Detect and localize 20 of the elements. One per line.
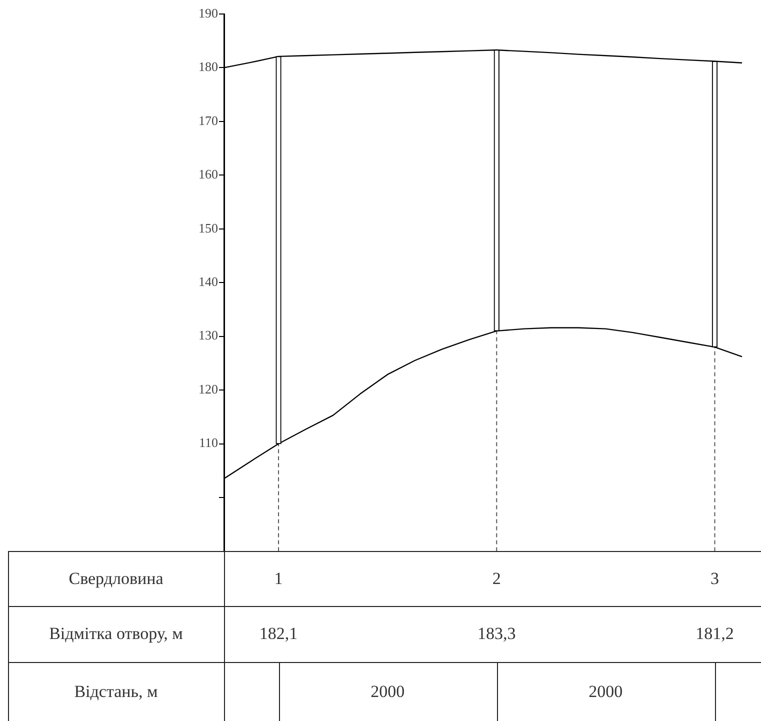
y-tick-label: 130	[198, 328, 218, 343]
y-tick-label: 180	[198, 59, 218, 74]
y-tick-label: 170	[198, 112, 218, 128]
x-tick-label: 2	[492, 568, 501, 589]
y-tick-label: 160	[198, 166, 218, 182]
text: Відмітка отвору, м	[49, 624, 183, 644]
text: 2000	[370, 682, 405, 702]
text: Свердловина	[68, 568, 164, 589]
y-tick-label: 140	[198, 274, 218, 290]
x-tick-label: 3	[710, 568, 719, 589]
y-tick-label: 150	[198, 220, 218, 236]
y-tick-label: 110	[198, 435, 218, 450]
data-label: 182,1	[259, 624, 298, 644]
text: Відстань, м	[74, 682, 158, 702]
y-tick-label: 120	[198, 381, 218, 396]
data-label: 183,3	[478, 624, 516, 644]
data-label: 181,2	[696, 624, 734, 644]
y-tick-label: 190	[198, 5, 218, 20]
x-tick-label: 1	[274, 568, 283, 589]
text: 2000	[588, 682, 623, 702]
